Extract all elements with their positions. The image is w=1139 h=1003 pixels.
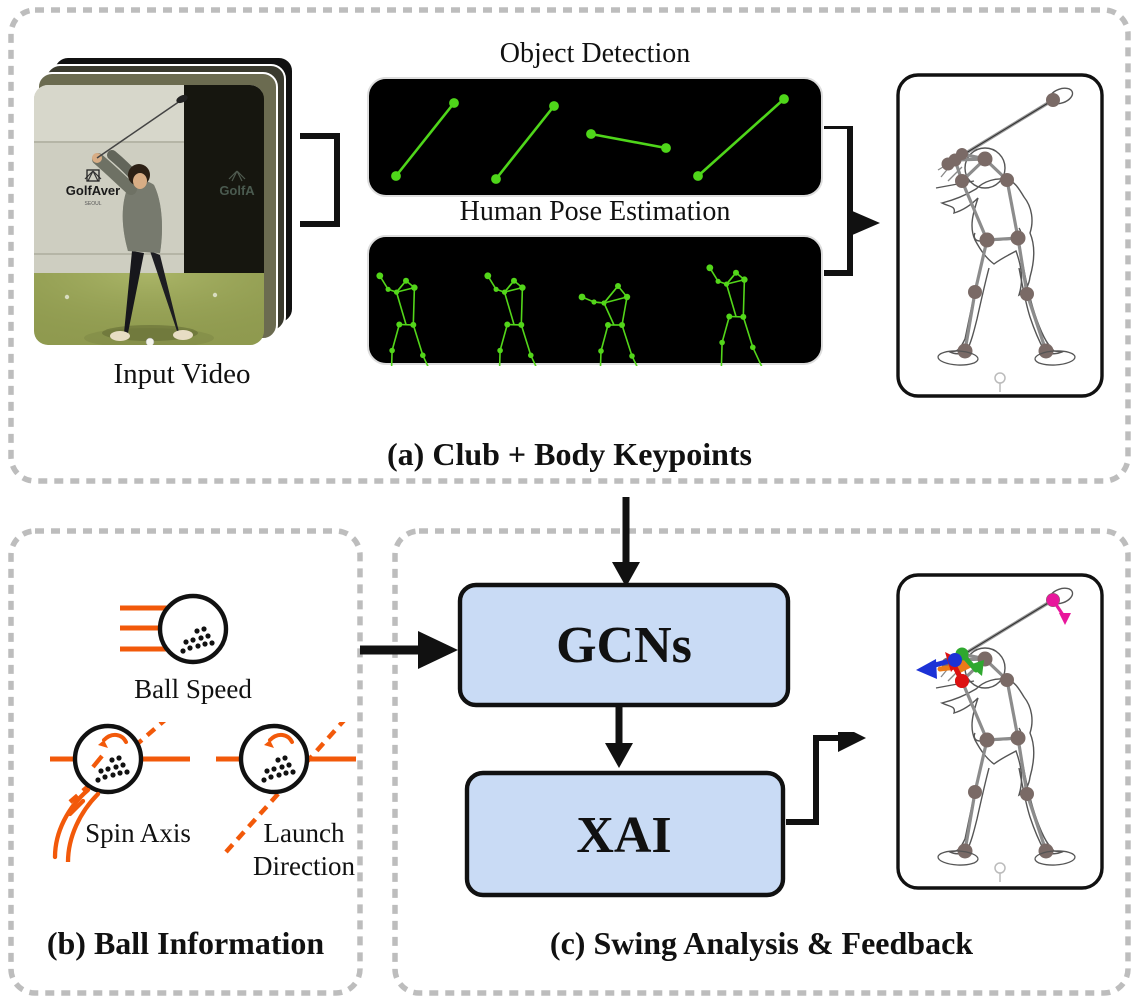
svg-text:GolfA: GolfA — [219, 183, 255, 198]
svg-text:GCNs: GCNs — [556, 617, 692, 674]
svg-text:GolfAver: GolfAver — [66, 183, 120, 198]
svg-text:Direction: Direction — [253, 851, 355, 881]
svg-text:Spin Axis: Spin Axis — [85, 818, 191, 848]
svg-text:SEOUL: SEOUL — [85, 201, 102, 207]
svg-text:XAI: XAI — [576, 807, 671, 864]
svg-text:Ball Speed: Ball Speed — [134, 674, 252, 704]
svg-text:Launch: Launch — [264, 818, 345, 848]
